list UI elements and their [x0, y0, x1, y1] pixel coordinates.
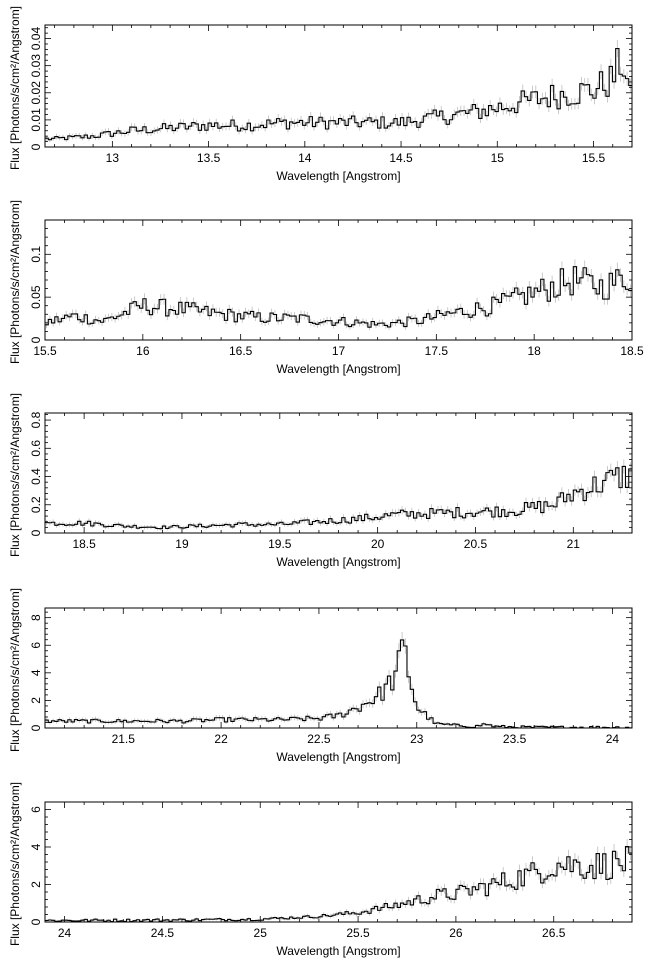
spectrum-line — [45, 47, 632, 141]
y-tick-label: 0.1 — [29, 246, 43, 263]
x-tick-label: 22.5 — [307, 732, 331, 746]
error-bars — [46, 459, 631, 531]
y-tick-label: 0.4 — [29, 468, 43, 485]
x-tick-label: 16 — [136, 344, 150, 358]
panel-1: 13 13.5 14 14.5 15 15.5 0 0.01 0.02 0.03 0.04 Wavel… — [8, 6, 633, 183]
y-tick-label: 0.04 — [29, 27, 43, 51]
x-axis-title: Wavelength [Angstrom] — [276, 750, 400, 764]
x-tick-label: 18.5 — [72, 537, 96, 551]
x-axis-title: Wavelength [Angstrom] — [276, 555, 400, 569]
plot-frame — [44, 801, 633, 923]
x-tick-label: 15.5 — [582, 151, 606, 165]
spectrum-plot — [45, 259, 632, 331]
y-tick-label: 0.6 — [29, 440, 43, 457]
x-tick-label: 26 — [449, 926, 463, 940]
y-tick-label: 0.2 — [29, 496, 43, 513]
plot-frame — [44, 412, 633, 534]
y-tick-label: 2 — [29, 697, 43, 704]
y-tick-label: 0.03 — [29, 54, 43, 78]
x-tick-label: 20.5 — [464, 537, 488, 551]
x-tick-label: 24 — [58, 926, 72, 940]
x-axis-title: Wavelength [Angstrom] — [276, 944, 400, 958]
y-tick-label: 6 — [29, 806, 43, 813]
x-tick-label: 26.5 — [542, 926, 566, 940]
y-tick-label: 0 — [29, 529, 43, 536]
x-tick-label: 19 — [175, 537, 189, 551]
plot-frame — [44, 607, 633, 729]
x-tick-label: 20 — [371, 537, 385, 551]
panel-3: 18.5 19 19.5 20 20.5 21 0 0.2 0.4 0.6 0.8 Wavelengt… — [8, 393, 633, 569]
x-axis-title: Wavelength [Angstrom] — [276, 169, 400, 183]
y-tick-label: 6 — [29, 642, 43, 649]
y-axis-title: Flux [Photons/s/cm²/Angstrom] — [8, 200, 22, 364]
x-tick-label: 14.5 — [389, 151, 413, 165]
x-tick-label: 23 — [410, 732, 424, 746]
x-tick-label: 21.5 — [112, 732, 136, 746]
y-axis-title: Flux [Photons/s/cm²/Angstrom] — [8, 782, 22, 946]
spectrum-plot — [45, 39, 632, 143]
x-tick-label: 18 — [527, 344, 541, 358]
x-tick-label: 18.5 — [620, 344, 644, 358]
x-tick-label: 14 — [298, 151, 312, 165]
x-tick-label: 23.5 — [503, 732, 527, 746]
spectrum-line — [45, 465, 632, 530]
spectrum-plot — [45, 839, 632, 922]
spectrum-line — [45, 845, 632, 922]
y-tick-label: 0 — [29, 336, 43, 343]
x-tick-label: 22 — [214, 732, 228, 746]
x-tick-label: 25.5 — [346, 926, 370, 940]
y-axis-title: Flux [Photons/s/cm²/Angstrom] — [8, 588, 22, 752]
x-tick-label: 17.5 — [425, 344, 449, 358]
spectrum-plot — [45, 631, 632, 728]
plot-frame — [44, 24, 633, 148]
y-tick-label: 0 — [29, 143, 43, 150]
x-tick-label: 17 — [332, 344, 346, 358]
x-tick-label: 13.5 — [197, 151, 221, 165]
y-tick-label: 0 — [29, 724, 43, 731]
y-tick-label: 4 — [29, 669, 43, 676]
x-tick-label: 24 — [606, 732, 620, 746]
x-tick-label: 21 — [567, 537, 581, 551]
panel-2: 15.5 16 16.5 17 17.5 18 18.5 0 0.05 0.1 Wavelength… — [8, 200, 644, 376]
x-tick-label: 15.5 — [33, 344, 57, 358]
y-tick-label: 8 — [29, 614, 43, 621]
x-tick-label: 25 — [254, 926, 268, 940]
x-tick-label: 13 — [106, 151, 120, 165]
y-axis-title: Flux [Photons/s/cm²/Angstrom] — [8, 6, 22, 170]
y-tick-label: 0.05 — [29, 285, 43, 309]
error-bars — [46, 839, 631, 922]
y-tick-label: 2 — [29, 881, 43, 888]
x-tick-label: 24.5 — [151, 926, 175, 940]
spectrum-line — [45, 639, 632, 728]
y-tick-label: 0 — [29, 918, 43, 925]
y-tick-label: 0.02 — [29, 81, 43, 105]
y-tick-label: 4 — [29, 843, 43, 850]
y-tick-label: 0.8 — [29, 411, 43, 428]
x-tick-label: 19.5 — [268, 537, 292, 551]
x-tick-label: 15 — [491, 151, 505, 165]
spectrum-line — [45, 266, 632, 328]
y-axis-title: Flux [Photons/s/cm²/Angstrom] — [8, 393, 22, 557]
x-tick-label: 16.5 — [229, 344, 253, 358]
x-axis-title: Wavelength [Angstrom] — [276, 362, 400, 376]
spectrum-plot — [45, 459, 632, 531]
y-tick-label: 0.01 — [29, 108, 43, 132]
